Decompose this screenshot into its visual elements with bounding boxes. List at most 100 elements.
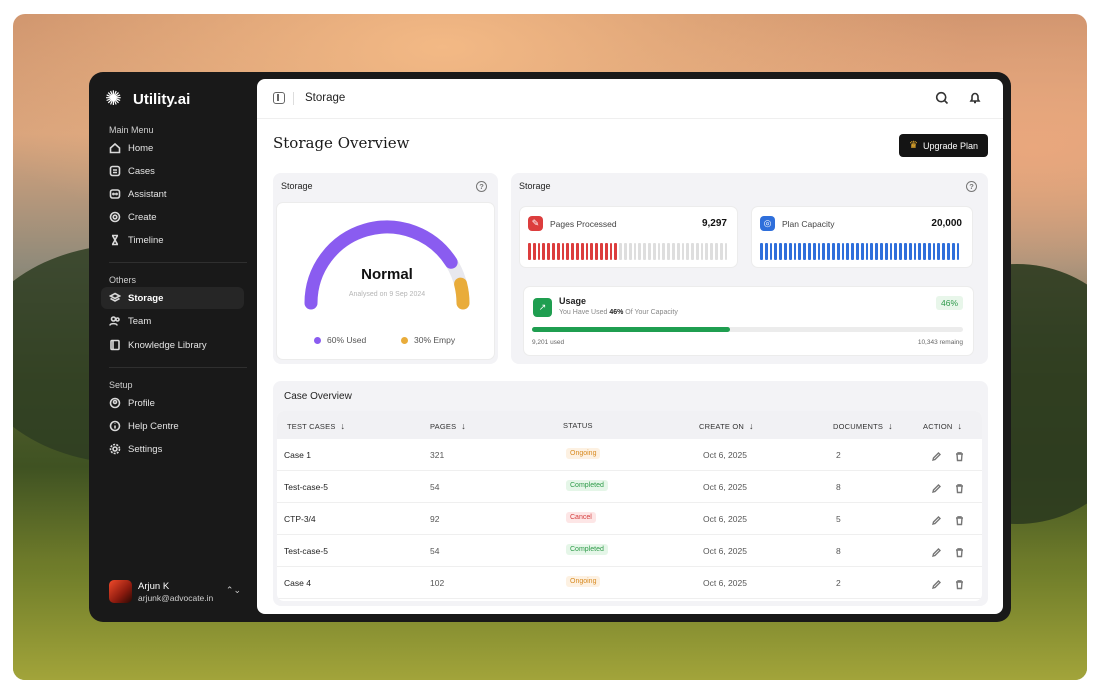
bar-tick-filled	[585, 243, 589, 260]
usage-panel: ↗ Usage You Have Used 46% Of Your Capaci…	[523, 286, 974, 356]
table-row[interactable]: Case 4 102 Ongoing Oct 6, 2025 2	[277, 567, 982, 599]
trash-icon[interactable]	[954, 481, 965, 494]
search-icon[interactable]	[935, 91, 949, 105]
sidebar-item-label: Storage	[128, 292, 164, 304]
sidebar-item-label: Profile	[128, 397, 155, 409]
bar-tick-filled	[851, 243, 854, 260]
bar-tick-filled	[561, 243, 565, 260]
edit-icon[interactable]	[931, 513, 942, 525]
edit-icon[interactable]	[931, 481, 942, 493]
usage-title: Usage	[559, 296, 587, 306]
column-header-pages[interactable]: PAGES ↓	[430, 421, 466, 431]
bar-tick-filled	[899, 243, 902, 260]
bar-tick-empty	[715, 243, 718, 260]
topbar-divider	[293, 92, 294, 105]
sort-arrow-icon: ↓	[749, 421, 754, 431]
usage-remaining-label: 10,343 remaing	[917, 339, 963, 346]
table-row[interactable]: Test-case-5 54 Completed Oct 6, 2025 8	[277, 471, 982, 503]
bell-icon[interactable]	[968, 91, 982, 105]
sidebar-item-help-centre[interactable]: Help Centre	[101, 415, 244, 437]
bar-tick-filled	[822, 243, 826, 260]
bar-tick-filled	[855, 243, 859, 260]
bar-tick-filled	[614, 243, 618, 260]
sidebar-divider	[109, 262, 247, 263]
page-title: Storage Overview	[273, 134, 410, 152]
sidebar-item-profile[interactable]: Profile	[101, 392, 244, 414]
library-icon	[109, 339, 121, 351]
bar-tick-filled	[841, 243, 845, 260]
sidebar-toggle-icon[interactable]	[273, 92, 285, 104]
usage-progress-fill	[532, 327, 731, 332]
sidebar-item-storage[interactable]: Storage	[101, 287, 244, 309]
gauge-used-arc	[304, 220, 458, 310]
table-row[interactable]: Case 1 321 Ongoing Oct 6, 2025 2	[277, 439, 982, 471]
upgrade-plan-button[interactable]: ♛ Upgrade Plan	[899, 134, 988, 157]
profile-icon	[109, 397, 121, 409]
case-overview-title: Case Overview	[284, 391, 352, 402]
bar-tick-filled	[783, 243, 787, 260]
column-header-status[interactable]: STATUS	[563, 421, 593, 430]
sidebar-item-assistant[interactable]: Assistant	[101, 183, 244, 205]
cell-documents: 2	[836, 450, 841, 460]
plan-capacity-value: 20,000	[931, 218, 962, 229]
trash-icon[interactable]	[954, 449, 965, 462]
sidebar-item-settings[interactable]: Settings	[101, 438, 244, 460]
edit-icon[interactable]	[931, 449, 942, 461]
sidebar-item-knowledge-library[interactable]: Knowledge Library	[101, 334, 244, 356]
bar-tick-filled	[566, 243, 570, 260]
cell-created-on: Oct 6, 2025	[703, 578, 747, 588]
table-row[interactable]: Test-case-5 54 Completed Oct 6, 2025 8	[277, 535, 982, 567]
bar-tick-empty	[619, 243, 622, 260]
trash-icon[interactable]	[954, 577, 965, 590]
cell-documents: 5	[836, 514, 841, 524]
sidebar-item-team[interactable]: Team	[101, 310, 244, 332]
bar-tick-filled	[580, 243, 584, 260]
topbar: Storage	[257, 79, 1003, 119]
create-icon	[109, 211, 121, 223]
sidebar-item-home[interactable]: Home	[101, 137, 244, 159]
usage-percent-badge: 46%	[935, 296, 963, 310]
column-header-documents[interactable]: DOCUMENTS ↓	[833, 421, 893, 431]
brand[interactable]: ✺ Utility.ai	[105, 89, 190, 109]
bar-tick-empty	[662, 243, 666, 260]
bar-tick-filled	[942, 243, 946, 260]
question-icon[interactable]: ?	[966, 181, 977, 192]
bar-tick-empty	[681, 243, 685, 260]
cell-test-case: Test-case-5	[284, 546, 328, 556]
sidebar-item-label: Settings	[128, 443, 163, 455]
sidebar-item-timeline[interactable]: Timeline	[101, 229, 244, 251]
team-icon	[109, 315, 121, 327]
column-header-action[interactable]: ACTION ↓	[923, 421, 963, 431]
bar-tick-filled	[571, 243, 574, 260]
edit-icon[interactable]	[931, 577, 942, 589]
sidebar-item-cases[interactable]: Cases	[101, 160, 244, 182]
chevron-updown-icon[interactable]: ⌃⌄	[225, 585, 241, 595]
edit-icon[interactable]	[931, 545, 942, 557]
user-profile[interactable]: Arjun K arjunk@advocate.in ⌃⌄	[109, 580, 249, 603]
avatar	[109, 580, 132, 603]
trash-icon[interactable]	[954, 513, 965, 526]
bar-tick-filled	[803, 243, 806, 260]
timeline-icon	[109, 234, 121, 246]
others-label: Others	[109, 275, 137, 285]
pages-processed-panel: ✎ Pages Processed 9,297	[519, 206, 738, 268]
home-icon	[109, 142, 121, 154]
column-header-create-on[interactable]: CREATE ON ↓	[699, 421, 754, 431]
bar-tick-empty	[652, 243, 656, 260]
plan-capacity-label: Plan Capacity	[782, 219, 835, 229]
status-badge: Cancel	[566, 512, 596, 523]
status-badge: Ongoing	[566, 448, 601, 459]
bar-tick-filled	[937, 243, 941, 260]
question-icon[interactable]: ?	[476, 181, 487, 192]
bar-tick-filled	[769, 243, 773, 260]
trash-icon[interactable]	[954, 545, 965, 558]
storage-metrics-card: Storage ? ✎ Pages Processed 9,297 ◎ Plan…	[511, 173, 988, 364]
bar-tick-empty	[676, 243, 680, 260]
column-header-test-cases[interactable]: TEST CASES ↓	[287, 421, 346, 431]
bar-tick-filled	[798, 243, 802, 260]
cell-documents: 8	[836, 546, 841, 556]
sidebar-item-create[interactable]: Create	[101, 206, 244, 228]
table-row[interactable]: CTP-3/4 92 Cancel Oct 6, 2025 5	[277, 503, 982, 535]
sidebar: ✺ Utility.ai Main Menu Home Cases Assist…	[89, 72, 257, 622]
bar-tick-empty	[623, 243, 627, 260]
